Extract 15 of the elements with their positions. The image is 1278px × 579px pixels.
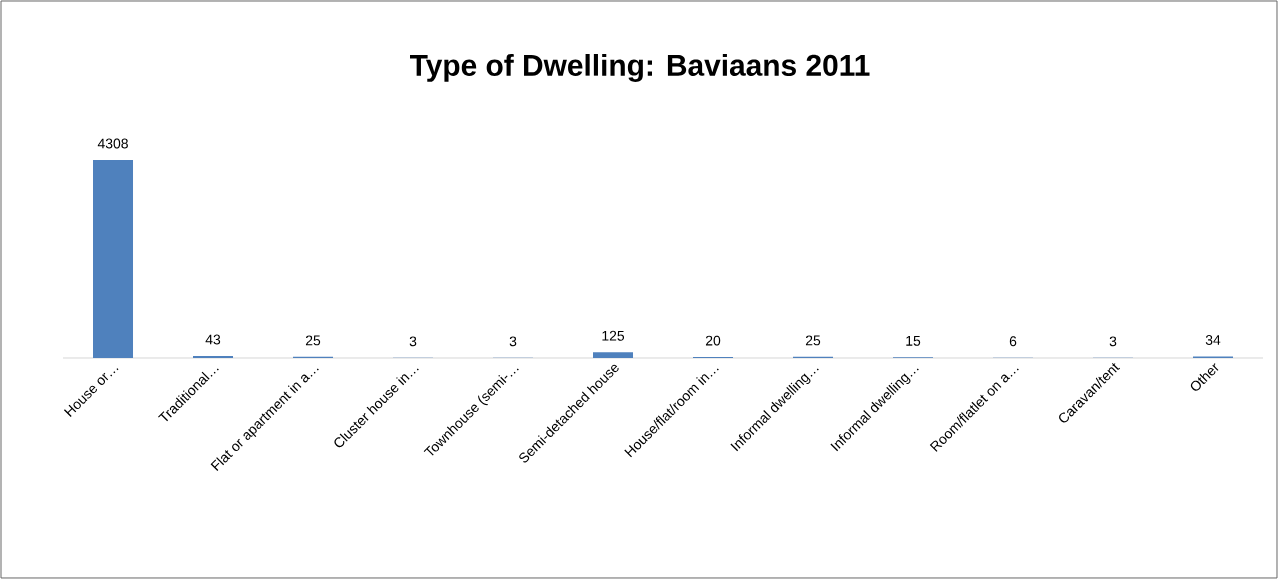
data-label: 15 xyxy=(906,336,921,346)
data-label: 25 xyxy=(805,335,821,346)
chart-title: Type of Dwelling: Baviaans 2011 xyxy=(410,53,870,82)
data-label: 25 xyxy=(305,335,321,346)
data-label: 43 xyxy=(205,334,221,345)
bar xyxy=(593,352,634,358)
data-label: 34 xyxy=(1205,335,1221,345)
data-label: 20 xyxy=(705,335,721,346)
data-label: 3 xyxy=(409,336,417,347)
data-label: 125 xyxy=(602,330,625,341)
data-label: 3 xyxy=(509,336,517,347)
bar xyxy=(93,159,134,358)
data-label: 6 xyxy=(1009,336,1017,347)
data-label: 4308 xyxy=(97,138,128,149)
data-label: 3 xyxy=(1109,336,1117,347)
